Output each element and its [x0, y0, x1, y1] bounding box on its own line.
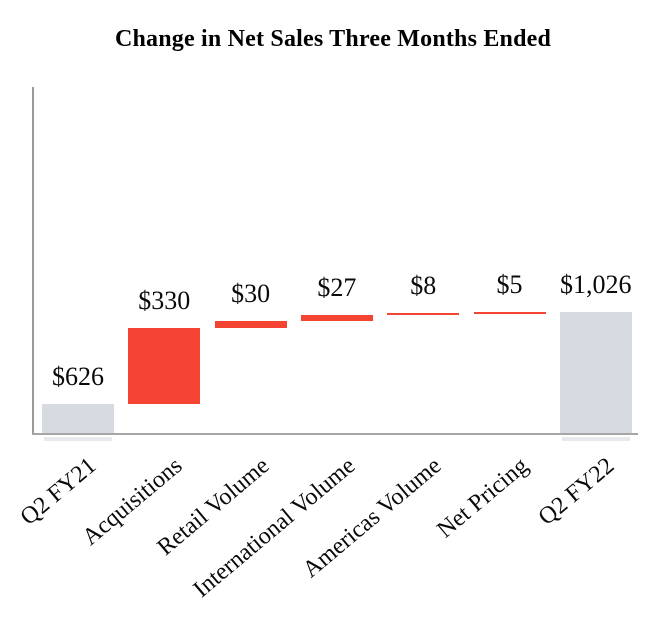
value-label-international-volume: $27 [317, 273, 357, 302]
value-label-q2-fy21: $626 [52, 362, 104, 392]
value-label-americas-volume: $8 [410, 271, 437, 301]
x-axis-line [32, 433, 638, 435]
bar-q2-fy22 [559, 312, 632, 433]
bar-q2-fy21 [42, 404, 114, 433]
bar-shadow-q2-fy22 [561, 437, 630, 441]
value-label-net-pricing: $5 [496, 270, 523, 300]
bar-retail-volume [214, 321, 287, 329]
bar-net-pricing [473, 312, 546, 315]
bar-acquisitions [128, 328, 201, 404]
value-label-acquisitions: $330 [138, 286, 191, 316]
bar-international-volume [300, 315, 373, 322]
y-axis-line [32, 87, 34, 435]
bar-americas-volume [387, 313, 460, 316]
value-label-q2-fy22: $1,026 [560, 270, 632, 300]
value-label-retail-volume: $30 [231, 279, 271, 309]
chart-title: Change in Net Sales Three Months Ended [114, 26, 552, 52]
bar-shadow-q2-fy21 [44, 437, 112, 441]
